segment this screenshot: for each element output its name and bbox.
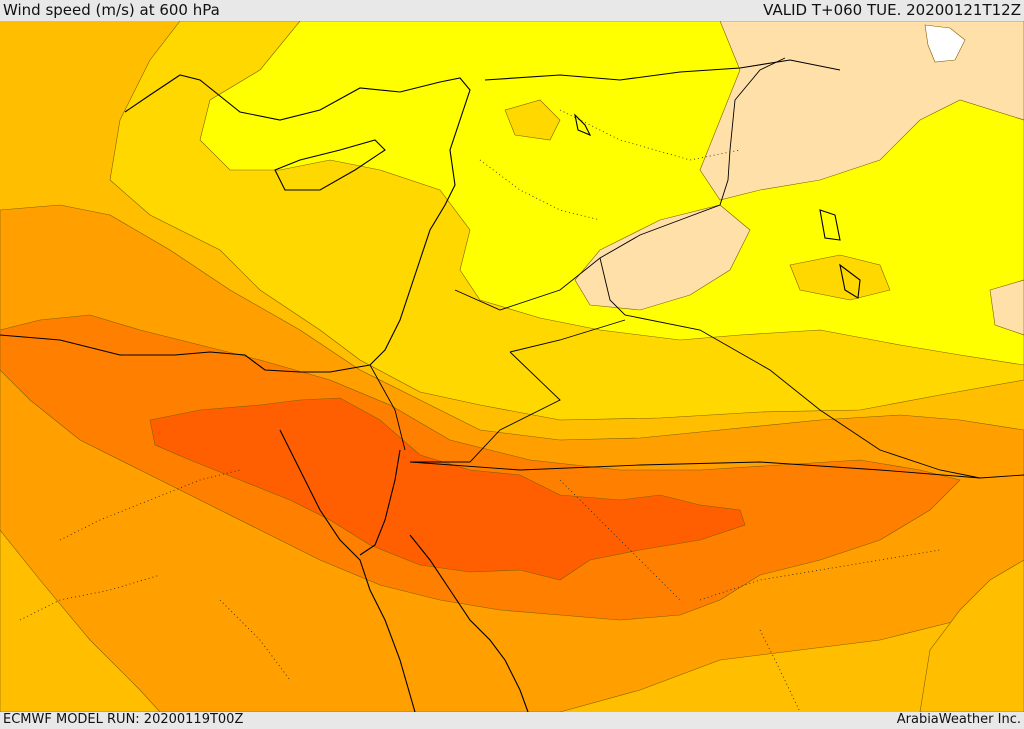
wind-speed-map [0,21,1024,712]
admin-boundaries [19,109,941,712]
coastlines [0,59,861,712]
credit: ArabiaWeather Inc. [896,712,1021,727]
valid-time: VALID T+060 TUE. 20200121T12Z [763,1,1021,19]
band-amber-se [919,559,1024,712]
band-lightest-east [989,279,1024,336]
band-lightest-ne [699,21,1024,201]
map-header: Wind speed (m/s) at 600 hPa VALID T+060 … [0,0,1024,21]
band-gold-blob-2 [789,254,891,301]
band-lightest-desert [574,204,751,311]
borders [369,57,1024,479]
map-footer: ECMWF MODEL RUN: 20200119T00Z ArabiaWeat… [0,712,1024,729]
map-title: Wind speed (m/s) at 600 hPa [3,1,220,19]
model-run: ECMWF MODEL RUN: 20200119T00Z [3,712,244,727]
band-gold-blob [504,99,561,141]
band-white-ne [924,24,966,63]
band-red-orange [149,397,746,581]
band-amber-sw [0,529,161,712]
